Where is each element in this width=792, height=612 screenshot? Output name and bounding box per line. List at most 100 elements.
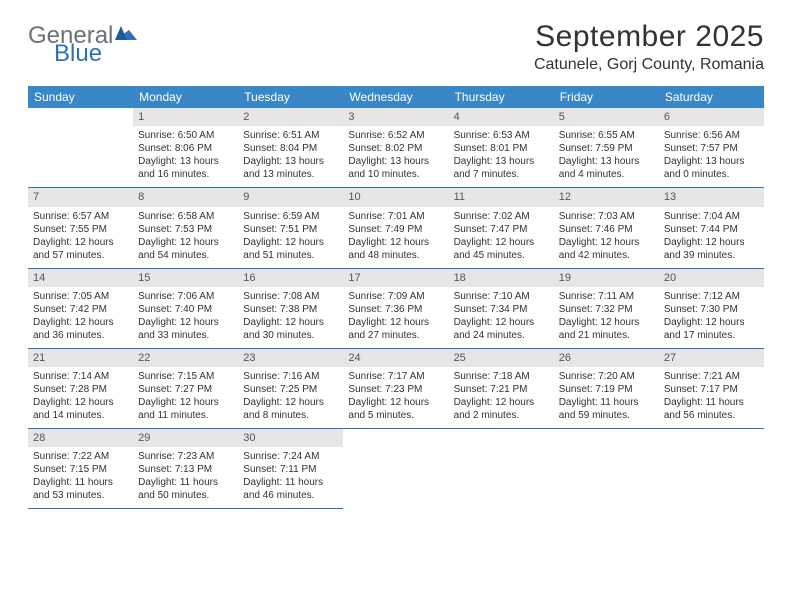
day-cell: 11Sunrise: 7:02 AMSunset: 7:47 PMDayligh… <box>449 188 554 267</box>
day-number: 24 <box>343 349 448 367</box>
day-number: 12 <box>554 188 659 206</box>
day-number: 8 <box>133 188 238 206</box>
daylight-line: Daylight: 12 hours and 27 minutes. <box>348 316 443 342</box>
sunrise-line: Sunrise: 7:24 AM <box>243 450 338 463</box>
day-number: 6 <box>659 108 764 126</box>
sunrise-line: Sunrise: 7:04 AM <box>664 210 759 223</box>
daylight-line: Daylight: 12 hours and 21 minutes. <box>559 316 654 342</box>
day-cell <box>343 429 448 509</box>
day-cell: 9 Sunrise: 6:59 AMSunset: 7:51 PMDaylight… <box>238 188 343 267</box>
day-cell: 6Sunrise: 6:56 AMSunset: 7:57 PMDaylight… <box>659 108 764 187</box>
day-number: 21 <box>28 349 133 367</box>
day-number: 15 <box>133 269 238 287</box>
page-header: General Blue September 2025 Catunele, Go… <box>28 20 764 74</box>
weekday-header: Thursday <box>449 86 554 108</box>
calendar-page: General Blue September 2025 Catunele, Go… <box>0 0 792 529</box>
day-number: 10 <box>343 188 448 206</box>
sunset-line: Sunset: 7:17 PM <box>664 383 759 396</box>
daylight-line: Daylight: 13 hours and 0 minutes. <box>664 155 759 181</box>
day-number: 25 <box>449 349 554 367</box>
sunrise-line: Sunrise: 7:17 AM <box>348 370 443 383</box>
daylight-line: Daylight: 12 hours and 48 minutes. <box>348 236 443 262</box>
sunrise-line: Sunrise: 7:14 AM <box>33 370 128 383</box>
day-cell: 27Sunrise: 7:21 AMSunset: 7:17 PMDayligh… <box>659 349 764 428</box>
day-number: 17 <box>343 269 448 287</box>
day-cell: 17Sunrise: 7:09 AMSunset: 7:36 PMDayligh… <box>343 269 448 348</box>
daylight-line: Daylight: 12 hours and 2 minutes. <box>454 396 549 422</box>
day-cell: 30Sunrise: 7:24 AMSunset: 7:11 PMDayligh… <box>238 429 343 509</box>
daylight-line: Daylight: 11 hours and 56 minutes. <box>664 396 759 422</box>
sunset-line: Sunset: 7:15 PM <box>33 463 128 476</box>
sunset-line: Sunset: 7:38 PM <box>243 303 338 316</box>
sunset-line: Sunset: 7:34 PM <box>454 303 549 316</box>
week-row: 28Sunrise: 7:22 AMSunset: 7:15 PMDayligh… <box>28 429 764 509</box>
sunrise-line: Sunrise: 6:53 AM <box>454 129 549 142</box>
daylight-line: Daylight: 12 hours and 11 minutes. <box>138 396 233 422</box>
sunrise-line: Sunrise: 7:23 AM <box>138 450 233 463</box>
sunrise-line: Sunrise: 6:59 AM <box>243 210 338 223</box>
day-cell: 3Sunrise: 6:52 AMSunset: 8:02 PMDaylight… <box>343 108 448 187</box>
day-cell <box>659 429 764 509</box>
day-number: 11 <box>449 188 554 206</box>
sunset-line: Sunset: 7:21 PM <box>454 383 549 396</box>
daylight-line: Daylight: 13 hours and 4 minutes. <box>559 155 654 181</box>
week-row: 1Sunrise: 6:50 AMSunset: 8:06 PMDaylight… <box>28 108 764 188</box>
day-number: 1 <box>133 108 238 126</box>
day-cell: 8Sunrise: 6:58 AMSunset: 7:53 PMDaylight… <box>133 188 238 267</box>
day-number: 26 <box>554 349 659 367</box>
sunrise-line: Sunrise: 6:51 AM <box>243 129 338 142</box>
sunrise-line: Sunrise: 6:52 AM <box>348 129 443 142</box>
day-cell: 13Sunrise: 7:04 AMSunset: 7:44 PMDayligh… <box>659 188 764 267</box>
day-cell: 5Sunrise: 6:55 AMSunset: 7:59 PMDaylight… <box>554 108 659 187</box>
sunrise-line: Sunrise: 6:50 AM <box>138 129 233 142</box>
sunset-line: Sunset: 7:51 PM <box>243 223 338 236</box>
logo-mark-icon <box>115 24 137 45</box>
daylight-line: Daylight: 12 hours and 42 minutes. <box>559 236 654 262</box>
day-cell: 2Sunrise: 6:51 AMSunset: 8:04 PMDaylight… <box>238 108 343 187</box>
day-number: 4 <box>449 108 554 126</box>
sunrise-line: Sunrise: 6:57 AM <box>33 210 128 223</box>
day-cell: 15 Sunrise: 7:06 AMSunset: 7:40 PMDayligh… <box>133 269 238 348</box>
day-number: 5 <box>554 108 659 126</box>
sunset-line: Sunset: 8:04 PM <box>243 142 338 155</box>
sunrise-line: Sunrise: 7:03 AM <box>559 210 654 223</box>
weekday-header: Wednesday <box>343 86 448 108</box>
week-row: 21Sunrise: 7:14 AMSunset: 7:28 PMDayligh… <box>28 349 764 429</box>
sunrise-line: Sunrise: 7:09 AM <box>348 290 443 303</box>
daylight-line: Daylight: 12 hours and 33 minutes. <box>138 316 233 342</box>
day-number: 29 <box>133 429 238 447</box>
daylight-line: Daylight: 12 hours and 39 minutes. <box>664 236 759 262</box>
day-number: 23 <box>238 349 343 367</box>
sunrise-line: Sunrise: 7:02 AM <box>454 210 549 223</box>
weekday-header: Tuesday <box>238 86 343 108</box>
sunset-line: Sunset: 7:40 PM <box>138 303 233 316</box>
sunset-line: Sunset: 7:30 PM <box>664 303 759 316</box>
day-number: 20 <box>659 269 764 287</box>
sunrise-line: Sunrise: 7:10 AM <box>454 290 549 303</box>
day-number: 27 <box>659 349 764 367</box>
day-cell: 21 Sunrise: 7:14 AMSunset: 7:28 PMDayligh… <box>28 349 133 428</box>
sunrise-line: Sunrise: 7:05 AM <box>33 290 128 303</box>
week-row: 7Sunrise: 6:57 AMSunset: 7:55 PMDaylight… <box>28 188 764 268</box>
day-number: 9 <box>238 188 343 206</box>
sunrise-line: Sunrise: 7:06 AM <box>138 290 233 303</box>
day-cell: 29Sunrise: 7:23 AMSunset: 7:13 PMDayligh… <box>133 429 238 509</box>
daylight-line: Daylight: 12 hours and 14 minutes. <box>33 396 128 422</box>
daylight-line: Daylight: 11 hours and 59 minutes. <box>559 396 654 422</box>
day-number: 19 <box>554 269 659 287</box>
sunset-line: Sunset: 7:28 PM <box>33 383 128 396</box>
sunset-line: Sunset: 7:32 PM <box>559 303 654 316</box>
daylight-line: Daylight: 13 hours and 7 minutes. <box>454 155 549 181</box>
day-cell: 24Sunrise: 7:17 AMSunset: 7:23 PMDayligh… <box>343 349 448 428</box>
sunrise-line: Sunrise: 7:11 AM <box>559 290 654 303</box>
day-cell: 26Sunrise: 7:20 AMSunset: 7:19 PMDayligh… <box>554 349 659 428</box>
sunset-line: Sunset: 7:55 PM <box>33 223 128 236</box>
day-cell: 28Sunrise: 7:22 AMSunset: 7:15 PMDayligh… <box>28 429 133 509</box>
weekday-header-row: SundayMondayTuesdayWednesdayThursdayFrid… <box>28 86 764 108</box>
day-number: 14 <box>28 269 133 287</box>
sunset-line: Sunset: 7:19 PM <box>559 383 654 396</box>
daylight-line: Daylight: 12 hours and 51 minutes. <box>243 236 338 262</box>
weekday-header: Saturday <box>659 86 764 108</box>
daylight-line: Daylight: 11 hours and 53 minutes. <box>33 476 128 502</box>
day-cell <box>554 429 659 509</box>
